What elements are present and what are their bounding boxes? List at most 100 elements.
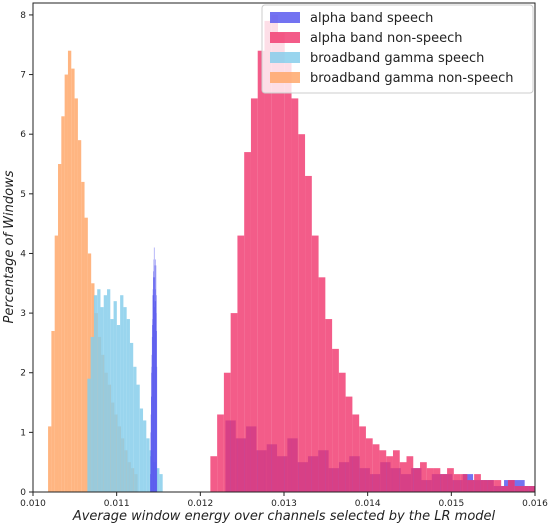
alpha-band-non-speech-bar bbox=[399, 462, 407, 492]
broadband-gamma-non-speech-bar bbox=[54, 235, 59, 492]
alpha-band-non-speech-bar bbox=[332, 348, 339, 492]
broadband-gamma-speech-bar bbox=[156, 468, 160, 492]
alpha-band-non-speech-bar bbox=[453, 474, 461, 492]
alpha-band-non-speech-bar bbox=[433, 468, 441, 492]
x-tick-label: 0.016 bbox=[522, 499, 548, 509]
broadband-gamma-speech-bar bbox=[143, 420, 147, 492]
broadband-gamma-non-speech-bar bbox=[51, 330, 55, 492]
alpha-band-non-speech-bar bbox=[257, 50, 265, 493]
y-tick-label: 2 bbox=[20, 369, 26, 379]
alpha-band-non-speech-bar bbox=[217, 414, 224, 492]
alpha-band-non-speech-bar bbox=[372, 444, 380, 492]
broadband-gamma-non-speech-bar bbox=[71, 68, 75, 492]
alpha-band-non-speech-bar bbox=[325, 319, 333, 492]
legend-label: alpha band non-speech bbox=[310, 31, 463, 46]
alpha-band-speech-bar bbox=[514, 480, 525, 492]
y-tick-label: 1 bbox=[20, 428, 26, 438]
alpha-band-non-speech-bar bbox=[474, 474, 481, 492]
broadband-gamma-speech-bar bbox=[90, 336, 94, 492]
broadband-gamma-speech-bar bbox=[113, 301, 117, 492]
y-tick-label: 7 bbox=[20, 71, 26, 81]
broadband-gamma-non-speech-bar bbox=[48, 426, 52, 492]
y-tick-label: 5 bbox=[20, 190, 26, 200]
x-axis-ticks: 0.010 0.011 0.012 0.013 0.014 0.015 0.016 bbox=[20, 492, 548, 509]
alpha-band-non-speech-bar bbox=[514, 486, 522, 492]
legend-swatch bbox=[270, 72, 300, 83]
broadband-gamma-non-speech-bar bbox=[87, 253, 92, 492]
broadband-gamma-speech-bar bbox=[146, 438, 150, 492]
alpha-band-non-speech-bar bbox=[210, 456, 218, 492]
y-axis-title: Percentage of Windows bbox=[2, 170, 17, 323]
y-tick-label: 6 bbox=[20, 130, 26, 140]
legend-label: broadband gamma speech bbox=[310, 51, 484, 66]
alpha-band-non-speech-bar bbox=[507, 480, 515, 492]
broadband-gamma-speech-bar bbox=[87, 378, 91, 492]
alpha-band-non-speech-bar bbox=[467, 480, 475, 492]
alpha-band-speech-bar bbox=[156, 366, 158, 492]
broadband-gamma-non-speech-bar bbox=[58, 164, 62, 492]
alpha-band-non-speech-bar bbox=[480, 480, 488, 492]
alpha-band-non-speech-bar bbox=[447, 468, 454, 492]
alpha-band-non-speech-bar bbox=[237, 235, 245, 492]
legend-swatch bbox=[270, 32, 300, 43]
x-tick-label: 0.010 bbox=[20, 499, 46, 509]
alpha-band-non-speech-bar bbox=[278, 32, 285, 492]
alpha-band-non-speech-bar bbox=[406, 456, 414, 492]
broadband-gamma-non-speech-bar bbox=[84, 217, 88, 492]
alpha-band-non-speech-bar bbox=[420, 462, 427, 492]
broadband-gamma-non-speech-bar bbox=[74, 98, 78, 492]
alpha-band-non-speech-bar bbox=[487, 480, 495, 492]
alpha-band-non-speech-bar bbox=[230, 313, 238, 492]
legend: alpha band speech alpha band non-speech br… bbox=[261, 4, 534, 94]
legend-label: broadband gamma non-speech bbox=[310, 71, 514, 86]
legend-swatch bbox=[270, 52, 300, 63]
alpha-band-non-speech-bar bbox=[318, 277, 326, 492]
alpha-band-non-speech-bar bbox=[244, 152, 251, 492]
broadband-gamma-speech-bar bbox=[139, 408, 144, 492]
broadband-gamma-speech-bar bbox=[120, 295, 124, 492]
alpha-band-non-speech-bar bbox=[501, 486, 508, 492]
legend-swatch bbox=[270, 12, 300, 23]
y-axis-ticks: 0 1 2 3 4 5 6 7 8 bbox=[20, 11, 33, 498]
alpha-band-non-speech-bar bbox=[528, 486, 535, 492]
alpha-band-non-speech-bar bbox=[413, 468, 421, 492]
broadband-gamma-speech-bar bbox=[126, 319, 130, 492]
broadband-gamma-speech-bar bbox=[116, 325, 121, 492]
alpha-band-non-speech-bar bbox=[386, 456, 393, 492]
alpha-band-non-speech-bar bbox=[345, 396, 353, 492]
x-axis-title: Average window energy over channels sele… bbox=[72, 509, 496, 524]
alpha-band-non-speech-bar bbox=[359, 426, 366, 492]
alpha-band-non-speech-bar bbox=[250, 98, 258, 492]
alpha-band-non-speech-bar bbox=[264, 20, 272, 492]
broadband-gamma-speech-bar bbox=[136, 384, 140, 492]
broadband-gamma-speech-bar bbox=[129, 342, 134, 492]
broadband-gamma-non-speech-bar bbox=[81, 181, 85, 492]
alpha-band-non-speech-bar bbox=[284, 62, 292, 492]
broadband-gamma-speech-bar bbox=[107, 289, 111, 492]
alpha-band-non-speech-bar bbox=[365, 438, 373, 492]
x-tick-label: 0.011 bbox=[104, 499, 130, 509]
alpha-band-non-speech-bar bbox=[291, 98, 299, 492]
broadband-gamma-non-speech-bar bbox=[77, 140, 82, 492]
x-tick-label: 0.014 bbox=[355, 499, 381, 509]
alpha-band-non-speech-bar bbox=[426, 468, 434, 492]
broadband-gamma-speech-bar bbox=[123, 307, 127, 492]
broadband-gamma-speech-bar bbox=[159, 474, 163, 492]
alpha-band-non-speech-bar bbox=[494, 480, 502, 492]
broadband-gamma-speech-bar bbox=[97, 289, 101, 492]
alpha-band-non-speech-bar bbox=[352, 414, 360, 492]
alpha-band-non-speech-bar bbox=[305, 175, 312, 492]
alpha-band-non-speech-bar bbox=[379, 450, 387, 492]
legend-frame bbox=[261, 4, 534, 94]
broadband-gamma-speech-bar bbox=[103, 295, 108, 492]
bars-layer bbox=[48, 14, 535, 493]
broadband-gamma-speech-bar bbox=[93, 295, 98, 492]
alpha-band-non-speech-bar bbox=[392, 450, 400, 492]
alpha-band-non-speech-bar bbox=[440, 474, 448, 492]
alpha-band-non-speech-bar bbox=[338, 372, 346, 492]
y-tick-label: 8 bbox=[20, 11, 26, 21]
broadband-gamma-speech-bar bbox=[110, 319, 114, 492]
y-tick-label: 4 bbox=[20, 249, 26, 259]
broadband-gamma-non-speech-bar bbox=[61, 116, 65, 493]
